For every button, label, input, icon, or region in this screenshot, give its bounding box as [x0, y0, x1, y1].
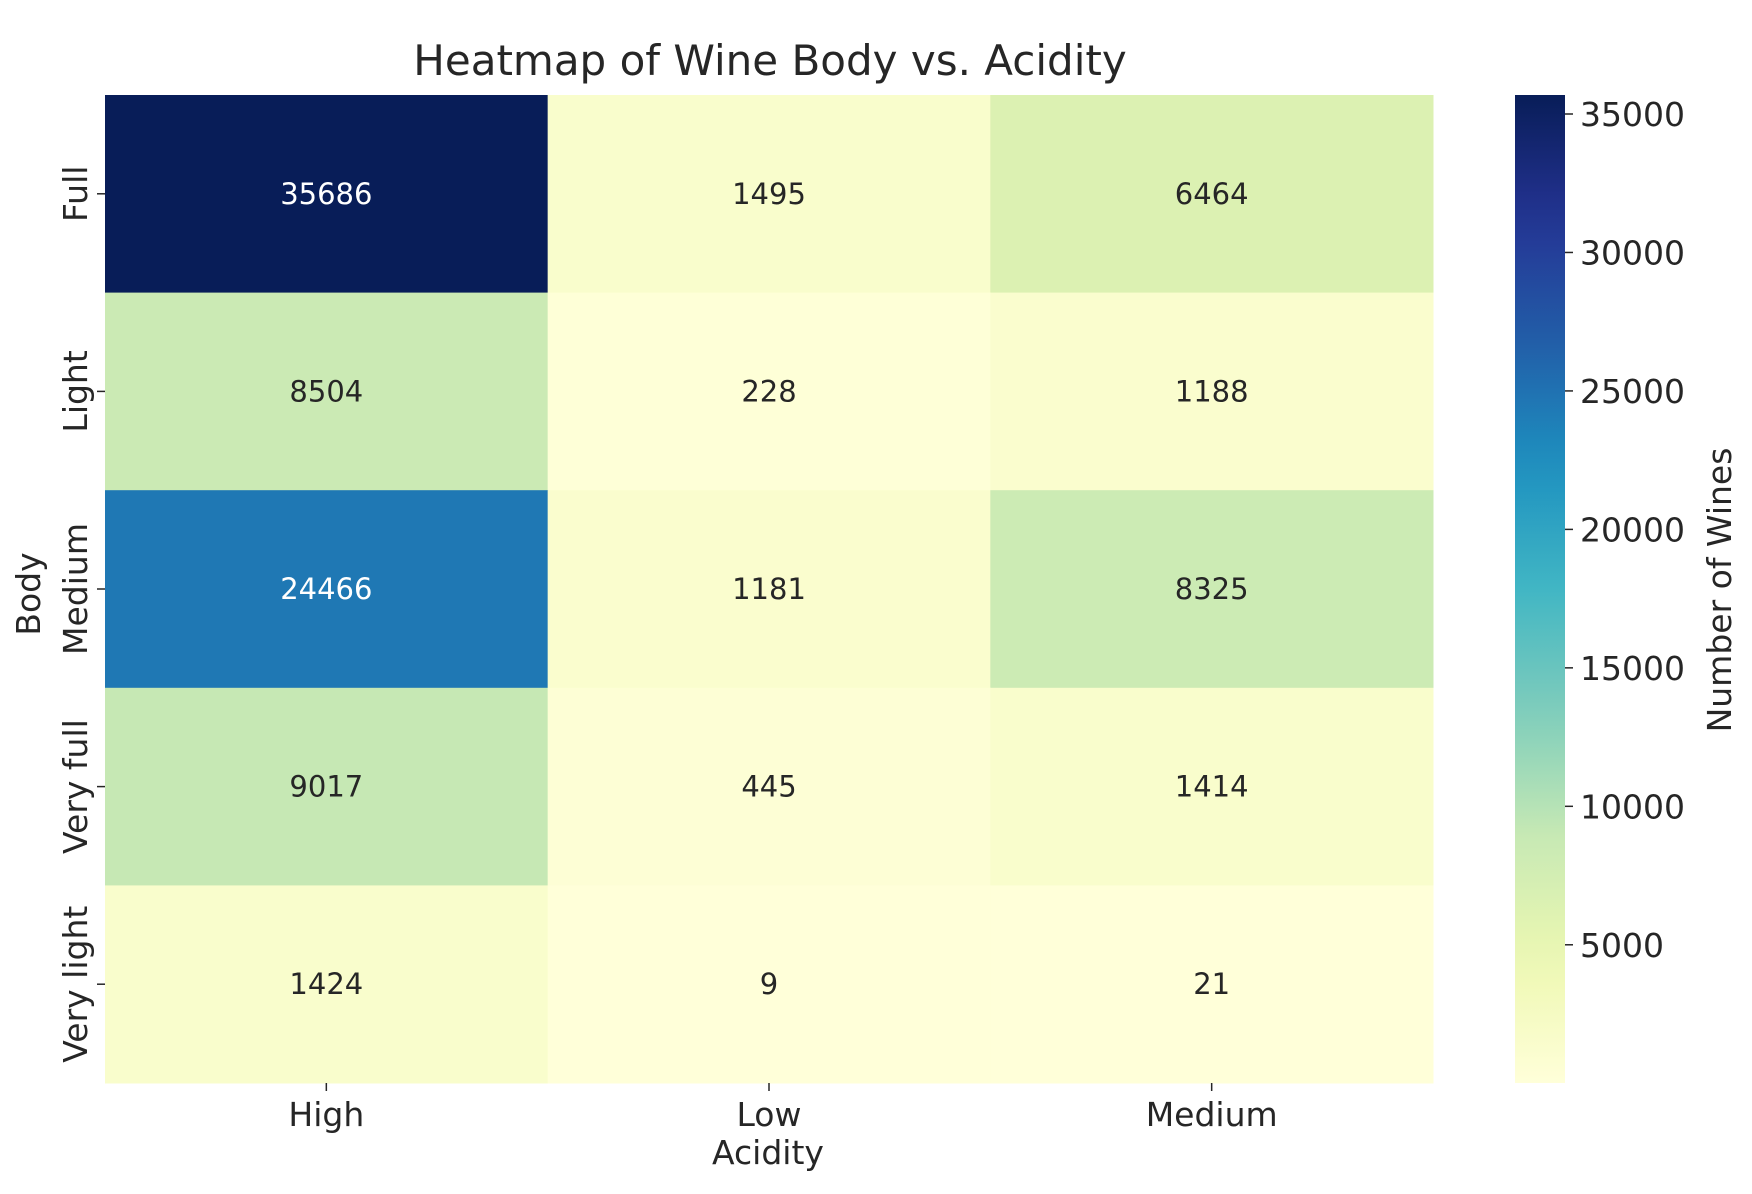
- cell-value-label: 8504: [289, 374, 363, 408]
- colorbar-gradient: [1515, 95, 1565, 1083]
- y-axis-label: Body: [9, 552, 48, 635]
- heatmap-cell: [990, 490, 1434, 689]
- cell-value-label: 1495: [732, 177, 806, 211]
- heatmap-cell: [105, 490, 549, 689]
- heatmap-cell: [105, 95, 549, 294]
- cell-value-label: 1424: [289, 967, 363, 1001]
- heatmap-cell: [547, 687, 991, 886]
- cell-value-label: 9: [760, 967, 778, 1001]
- heatmap-cell: [547, 490, 991, 689]
- heatmap-cell: [105, 292, 549, 491]
- x-tick-label: Low: [737, 1095, 802, 1134]
- y-tick-label: Very light: [56, 906, 95, 1063]
- colorbar-tick-label: 10000: [1580, 787, 1685, 826]
- cell-value-label: 8325: [1175, 572, 1249, 606]
- colorbar-tick-label: 20000: [1580, 510, 1685, 549]
- cell-value-label: 6464: [1175, 177, 1249, 211]
- cell-value-label: 35686: [280, 177, 372, 211]
- cell-value-label: 1181: [732, 572, 806, 606]
- x-tick-label: High: [288, 1095, 364, 1134]
- cell-value-label: 24466: [280, 572, 372, 606]
- x-tick-label: Medium: [1146, 1095, 1278, 1134]
- x-axis: High Low Medium: [288, 1083, 1278, 1134]
- heatmap-cell: [547, 885, 991, 1084]
- cell-value-label: 1188: [1175, 374, 1249, 408]
- heatmap-cell: [105, 687, 549, 886]
- x-axis-label: Acidity: [712, 1133, 824, 1172]
- colorbar-label: Number of Wines: [1700, 448, 1739, 733]
- cell-value-label: 9017: [289, 770, 363, 804]
- y-axis: Full Light Medium Very full Very light: [56, 166, 105, 1063]
- cell-value-label: 445: [741, 770, 796, 804]
- chart-title: Heatmap of Wine Body vs. Acidity: [413, 36, 1126, 85]
- heatmap-cell: [990, 885, 1434, 1084]
- y-tick-label: Medium: [56, 523, 95, 655]
- cell-value-label: 228: [741, 374, 796, 408]
- heatmap-cell: [105, 885, 549, 1084]
- cell-value-label: 1414: [1175, 770, 1249, 804]
- heatmap-cell: [990, 95, 1434, 294]
- colorbar-tick-label: 15000: [1580, 649, 1685, 688]
- y-tick-label: Full: [56, 166, 95, 222]
- heatmap-cells: 35686 1495 6464 8504 228 1188 24466 1181 8325 901…: [105, 95, 1434, 1084]
- y-tick-label: Light: [56, 350, 95, 432]
- heatmap-cell: [547, 292, 991, 491]
- colorbar-tick-label: 35000: [1580, 95, 1685, 134]
- y-tick-label: Very full: [56, 719, 95, 854]
- cell-value-label: 21: [1193, 967, 1230, 1001]
- colorbar-tick-label: 5000: [1580, 926, 1664, 965]
- colorbar: 5000 10000 15000 20000 25000 30000 35000: [1515, 95, 1685, 1083]
- colorbar-tick-label: 30000: [1580, 233, 1685, 272]
- heatmap-cell: [990, 687, 1434, 886]
- colorbar-tick-label: 25000: [1580, 372, 1685, 411]
- heatmap-cell: [547, 95, 991, 294]
- heatmap-cell: [990, 292, 1434, 491]
